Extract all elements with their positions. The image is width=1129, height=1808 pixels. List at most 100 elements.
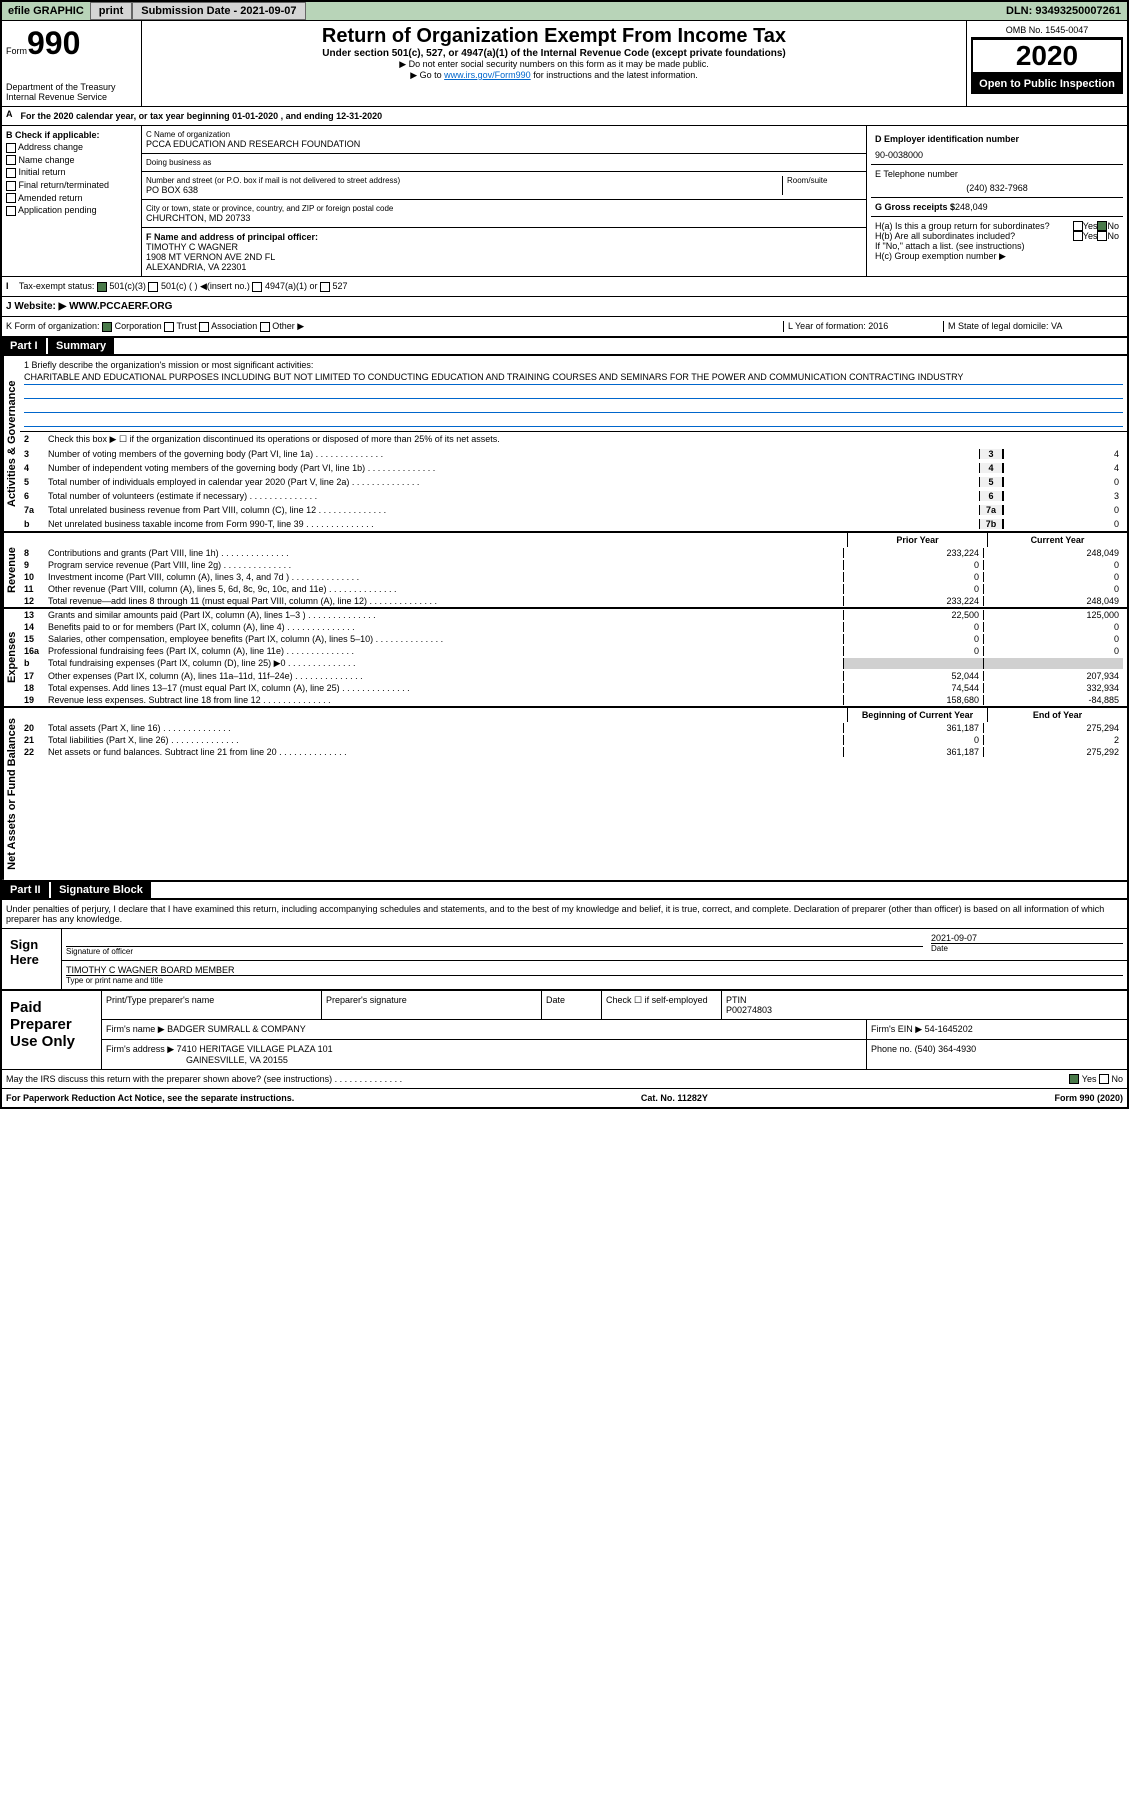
discuss-row: May the IRS discuss this return with the… <box>2 1069 1127 1089</box>
submission-date: Submission Date - 2021-09-07 <box>132 2 305 20</box>
gross-value: 248,049 <box>955 202 988 212</box>
rev-line: 9Program service revenue (Part VIII, lin… <box>20 559 1127 571</box>
title-note2: ▶ Go to www.irs.gov/Form990 for instruct… <box>146 70 962 81</box>
check-4947[interactable] <box>252 282 262 292</box>
form-number: 990 <box>27 25 80 61</box>
dln-label: DLN: 93493250007261 <box>1000 3 1127 19</box>
discuss-yes[interactable]: ✓ <box>1069 1074 1079 1084</box>
discuss-no[interactable] <box>1099 1074 1109 1084</box>
dept-treasury: Department of the Treasury <box>6 82 137 92</box>
org-address: PO BOX 638 <box>146 185 782 195</box>
mission-box: 1 Briefly describe the organization's mi… <box>20 356 1127 432</box>
topbar: efile GRAPHIC print Submission Date - 20… <box>2 2 1127 21</box>
ptin-value: P00274803 <box>726 1005 1123 1015</box>
sig-declaration: Under penalties of perjury, I declare th… <box>2 900 1127 928</box>
form-label-cell: Form990 Department of the Treasury Inter… <box>2 21 142 106</box>
irs-link[interactable]: www.irs.gov/Form990 <box>444 70 531 80</box>
revenue-section: Revenue Prior Year Current Year 8Contrib… <box>2 533 1127 609</box>
footer-row: For Paperwork Reduction Act Notice, see … <box>2 1088 1127 1107</box>
fin-header-rev: Prior Year Current Year <box>20 533 1127 547</box>
gov-line: 7aTotal unrelated business revenue from … <box>20 503 1127 517</box>
gov-line: bNet unrelated business taxable income f… <box>20 517 1127 531</box>
part1-header: Part I Summary <box>2 338 1127 356</box>
form-prefix: Form <box>6 46 27 56</box>
vert-revenue: Revenue <box>2 533 20 607</box>
title-sub: Under section 501(c), 527, or 4947(a)(1)… <box>146 48 962 59</box>
officer-row: F Name and address of principal officer:… <box>142 228 866 276</box>
vert-activities: Activities & Governance <box>2 356 20 531</box>
org-name-row: C Name of organization PCCA EDUCATION AN… <box>142 126 866 154</box>
netassets-section: Net Assets or Fund Balances Beginning of… <box>2 708 1127 882</box>
sign-name: TIMOTHY C WAGNER BOARD MEMBER <box>66 965 1123 976</box>
check-initial[interactable]: Initial return <box>6 167 137 178</box>
right-column: D Employer identification number 90-0038… <box>867 126 1127 276</box>
vert-netassets: Net Assets or Fund Balances <box>2 708 20 880</box>
efile-label: efile GRAPHIC <box>2 3 90 19</box>
header-row: Form990 Department of the Treasury Inter… <box>2 21 1127 107</box>
irs-label: Internal Revenue Service <box>6 92 137 102</box>
tax-year: 2020 <box>971 38 1123 74</box>
check-column: B Check if applicable: Address change Na… <box>2 126 142 276</box>
line-2: 2Check this box ▶ ☐ if the organization … <box>20 432 1127 447</box>
exp-line: 19Revenue less expenses. Subtract line 1… <box>20 694 1127 706</box>
rev-line: 11Other revenue (Part VIII, column (A), … <box>20 583 1127 595</box>
check-501c3[interactable]: ✓ <box>97 282 107 292</box>
vert-expenses: Expenses <box>2 609 20 706</box>
section-a-label: A <box>2 107 17 125</box>
net-line: 22Net assets or fund balances. Subtract … <box>20 746 1127 758</box>
net-line: 21Total liabilities (Part X, line 26)02 <box>20 734 1127 746</box>
info-grid: B Check if applicable: Address change Na… <box>2 126 1127 277</box>
expenses-section: Expenses 13Grants and similar amounts pa… <box>2 609 1127 708</box>
open-inspection: Open to Public Inspection <box>971 74 1123 94</box>
gov-line: 3Number of voting members of the governi… <box>20 447 1127 461</box>
tel-row: E Telephone number (240) 832-7968 <box>871 165 1123 198</box>
check-other[interactable] <box>260 322 270 332</box>
sign-date: 2021-09-07 <box>931 933 1123 944</box>
gov-line: 6Total number of volunteers (estimate if… <box>20 489 1127 503</box>
footer-left: For Paperwork Reduction Act Notice, see … <box>6 1093 294 1103</box>
ein-value: 90-0038000 <box>875 150 1119 160</box>
check-527[interactable] <box>320 282 330 292</box>
exp-line: bTotal fundraising expenses (Part IX, co… <box>20 657 1127 670</box>
check-501c[interactable] <box>148 282 158 292</box>
name-column: C Name of organization PCCA EDUCATION AN… <box>142 126 867 276</box>
form-container: efile GRAPHIC print Submission Date - 20… <box>0 0 1129 1109</box>
fin-header-net: Beginning of Current Year End of Year <box>20 708 1127 722</box>
officer-addr2: ALEXANDRIA, VA 22301 <box>146 262 862 272</box>
ein-row: D Employer identification number 90-0038… <box>871 130 1123 165</box>
footer-right: Form 990 (2020) <box>1054 1093 1123 1103</box>
check-final[interactable]: Final return/terminated <box>6 180 137 191</box>
tel-value: (240) 832-7968 <box>875 183 1119 193</box>
paid-preparer-row: Paid Preparer Use Only Print/Type prepar… <box>2 989 1127 1069</box>
check-trust[interactable] <box>164 322 174 332</box>
footer-mid: Cat. No. 11282Y <box>641 1093 708 1103</box>
city-row: City or town, state or province, country… <box>142 200 866 228</box>
org-name: PCCA EDUCATION AND RESEARCH FOUNDATION <box>146 139 862 149</box>
print-button[interactable]: print <box>90 2 132 20</box>
check-assoc[interactable] <box>199 322 209 332</box>
tax-status-row: I Tax-exempt status: ✓ 501(c)(3) 501(c) … <box>2 277 1127 297</box>
addr-row: Number and street (or P.O. box if mail i… <box>142 172 866 200</box>
officer-name: TIMOTHY C WAGNER <box>146 242 862 252</box>
h-section: H(a) Is this a group return for subordin… <box>871 217 1123 266</box>
form-org-row: K Form of organization: ✓ Corporation Tr… <box>2 317 1127 338</box>
check-amended[interactable]: Amended return <box>6 193 137 204</box>
section-a: A For the 2020 calendar year, or tax yea… <box>2 107 1127 126</box>
rev-line: 10Investment income (Part VIII, column (… <box>20 571 1127 583</box>
check-pending[interactable]: Application pending <box>6 205 137 216</box>
exp-line: 15Salaries, other compensation, employee… <box>20 633 1127 645</box>
org-city: CHURCHTON, MD 20733 <box>146 213 862 223</box>
check-name[interactable]: Name change <box>6 155 137 166</box>
mission-text: CHARITABLE AND EDUCATIONAL PURPOSES INCL… <box>24 370 1123 385</box>
exp-line: 14Benefits paid to or for members (Part … <box>20 621 1127 633</box>
firm-addr2: GAINESVILLE, VA 20155 <box>106 1055 862 1065</box>
firm-name: BADGER SUMRALL & COMPANY <box>167 1024 306 1034</box>
net-line: 20Total assets (Part X, line 16)361,1872… <box>20 722 1127 734</box>
gov-line: 4Number of independent voting members of… <box>20 461 1127 475</box>
exp-line: 16aProfessional fundraising fees (Part I… <box>20 645 1127 657</box>
check-corp[interactable]: ✓ <box>102 322 112 332</box>
rev-line: 12Total revenue—add lines 8 through 11 (… <box>20 595 1127 607</box>
check-address[interactable]: Address change <box>6 142 137 153</box>
rev-line: 8Contributions and grants (Part VIII, li… <box>20 547 1127 559</box>
gov-line: 5Total number of individuals employed in… <box>20 475 1127 489</box>
